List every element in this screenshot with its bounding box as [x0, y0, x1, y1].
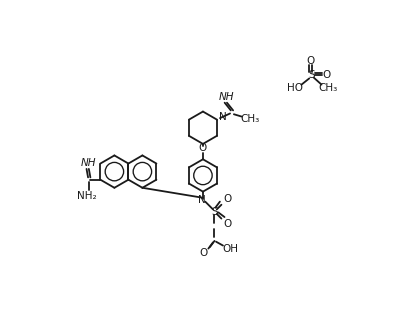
Text: NH₂: NH₂ [77, 191, 97, 201]
Text: O: O [223, 219, 231, 229]
Text: NH: NH [218, 92, 233, 101]
Text: NH: NH [80, 158, 95, 168]
Text: N: N [219, 112, 227, 122]
Text: O: O [321, 69, 330, 80]
Text: CH₃: CH₃ [240, 114, 259, 124]
Text: O: O [199, 248, 207, 258]
Text: HO: HO [286, 83, 302, 93]
Text: S: S [308, 70, 314, 80]
Text: S: S [211, 207, 217, 217]
Text: N: N [198, 195, 206, 205]
Text: O: O [198, 143, 207, 153]
Text: OH: OH [221, 244, 237, 254]
Text: CH₃: CH₃ [318, 83, 337, 93]
Text: O: O [306, 56, 314, 66]
Text: O: O [223, 194, 231, 204]
